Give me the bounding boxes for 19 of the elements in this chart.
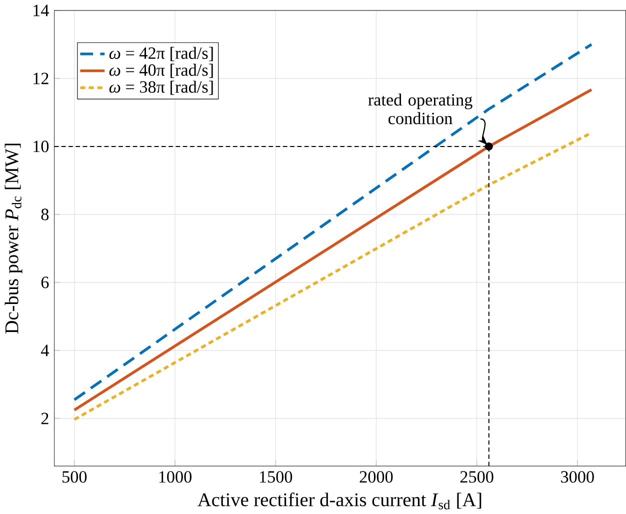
y-tick-label: 10 xyxy=(34,140,49,152)
x-tick-label: 3000 xyxy=(561,471,594,483)
x-tick-label: 1500 xyxy=(260,471,292,483)
annotation: rated operating condition xyxy=(368,94,472,124)
y-tick-label: 12 xyxy=(34,72,48,84)
y-tick-label: 4 xyxy=(40,344,49,356)
y-axis-title: Dc-bus power P$_{dc}$ [MW] xyxy=(4,144,22,334)
x-tick-label: 2500 xyxy=(460,471,494,483)
y-tick-label: 6 xyxy=(41,276,49,288)
x-tick-label: 1000 xyxy=(159,471,192,483)
legend-label: ω = 40π [rad/s] xyxy=(109,64,213,78)
legend-label: ω = 38π [rad/s] xyxy=(109,80,213,95)
legend-label: ω = 42π [rad/s] xyxy=(109,46,213,62)
y-tick-label: 8 xyxy=(41,208,49,220)
y-tick-label: 14 xyxy=(34,4,49,16)
x-tick-label: 2000 xyxy=(360,471,393,483)
x-tick-label: 500 xyxy=(62,471,87,483)
x-axis-title: Active rectifier d-axis current I$_{sd}$ [A] xyxy=(198,492,482,510)
y-tick-label: 2 xyxy=(41,412,48,424)
